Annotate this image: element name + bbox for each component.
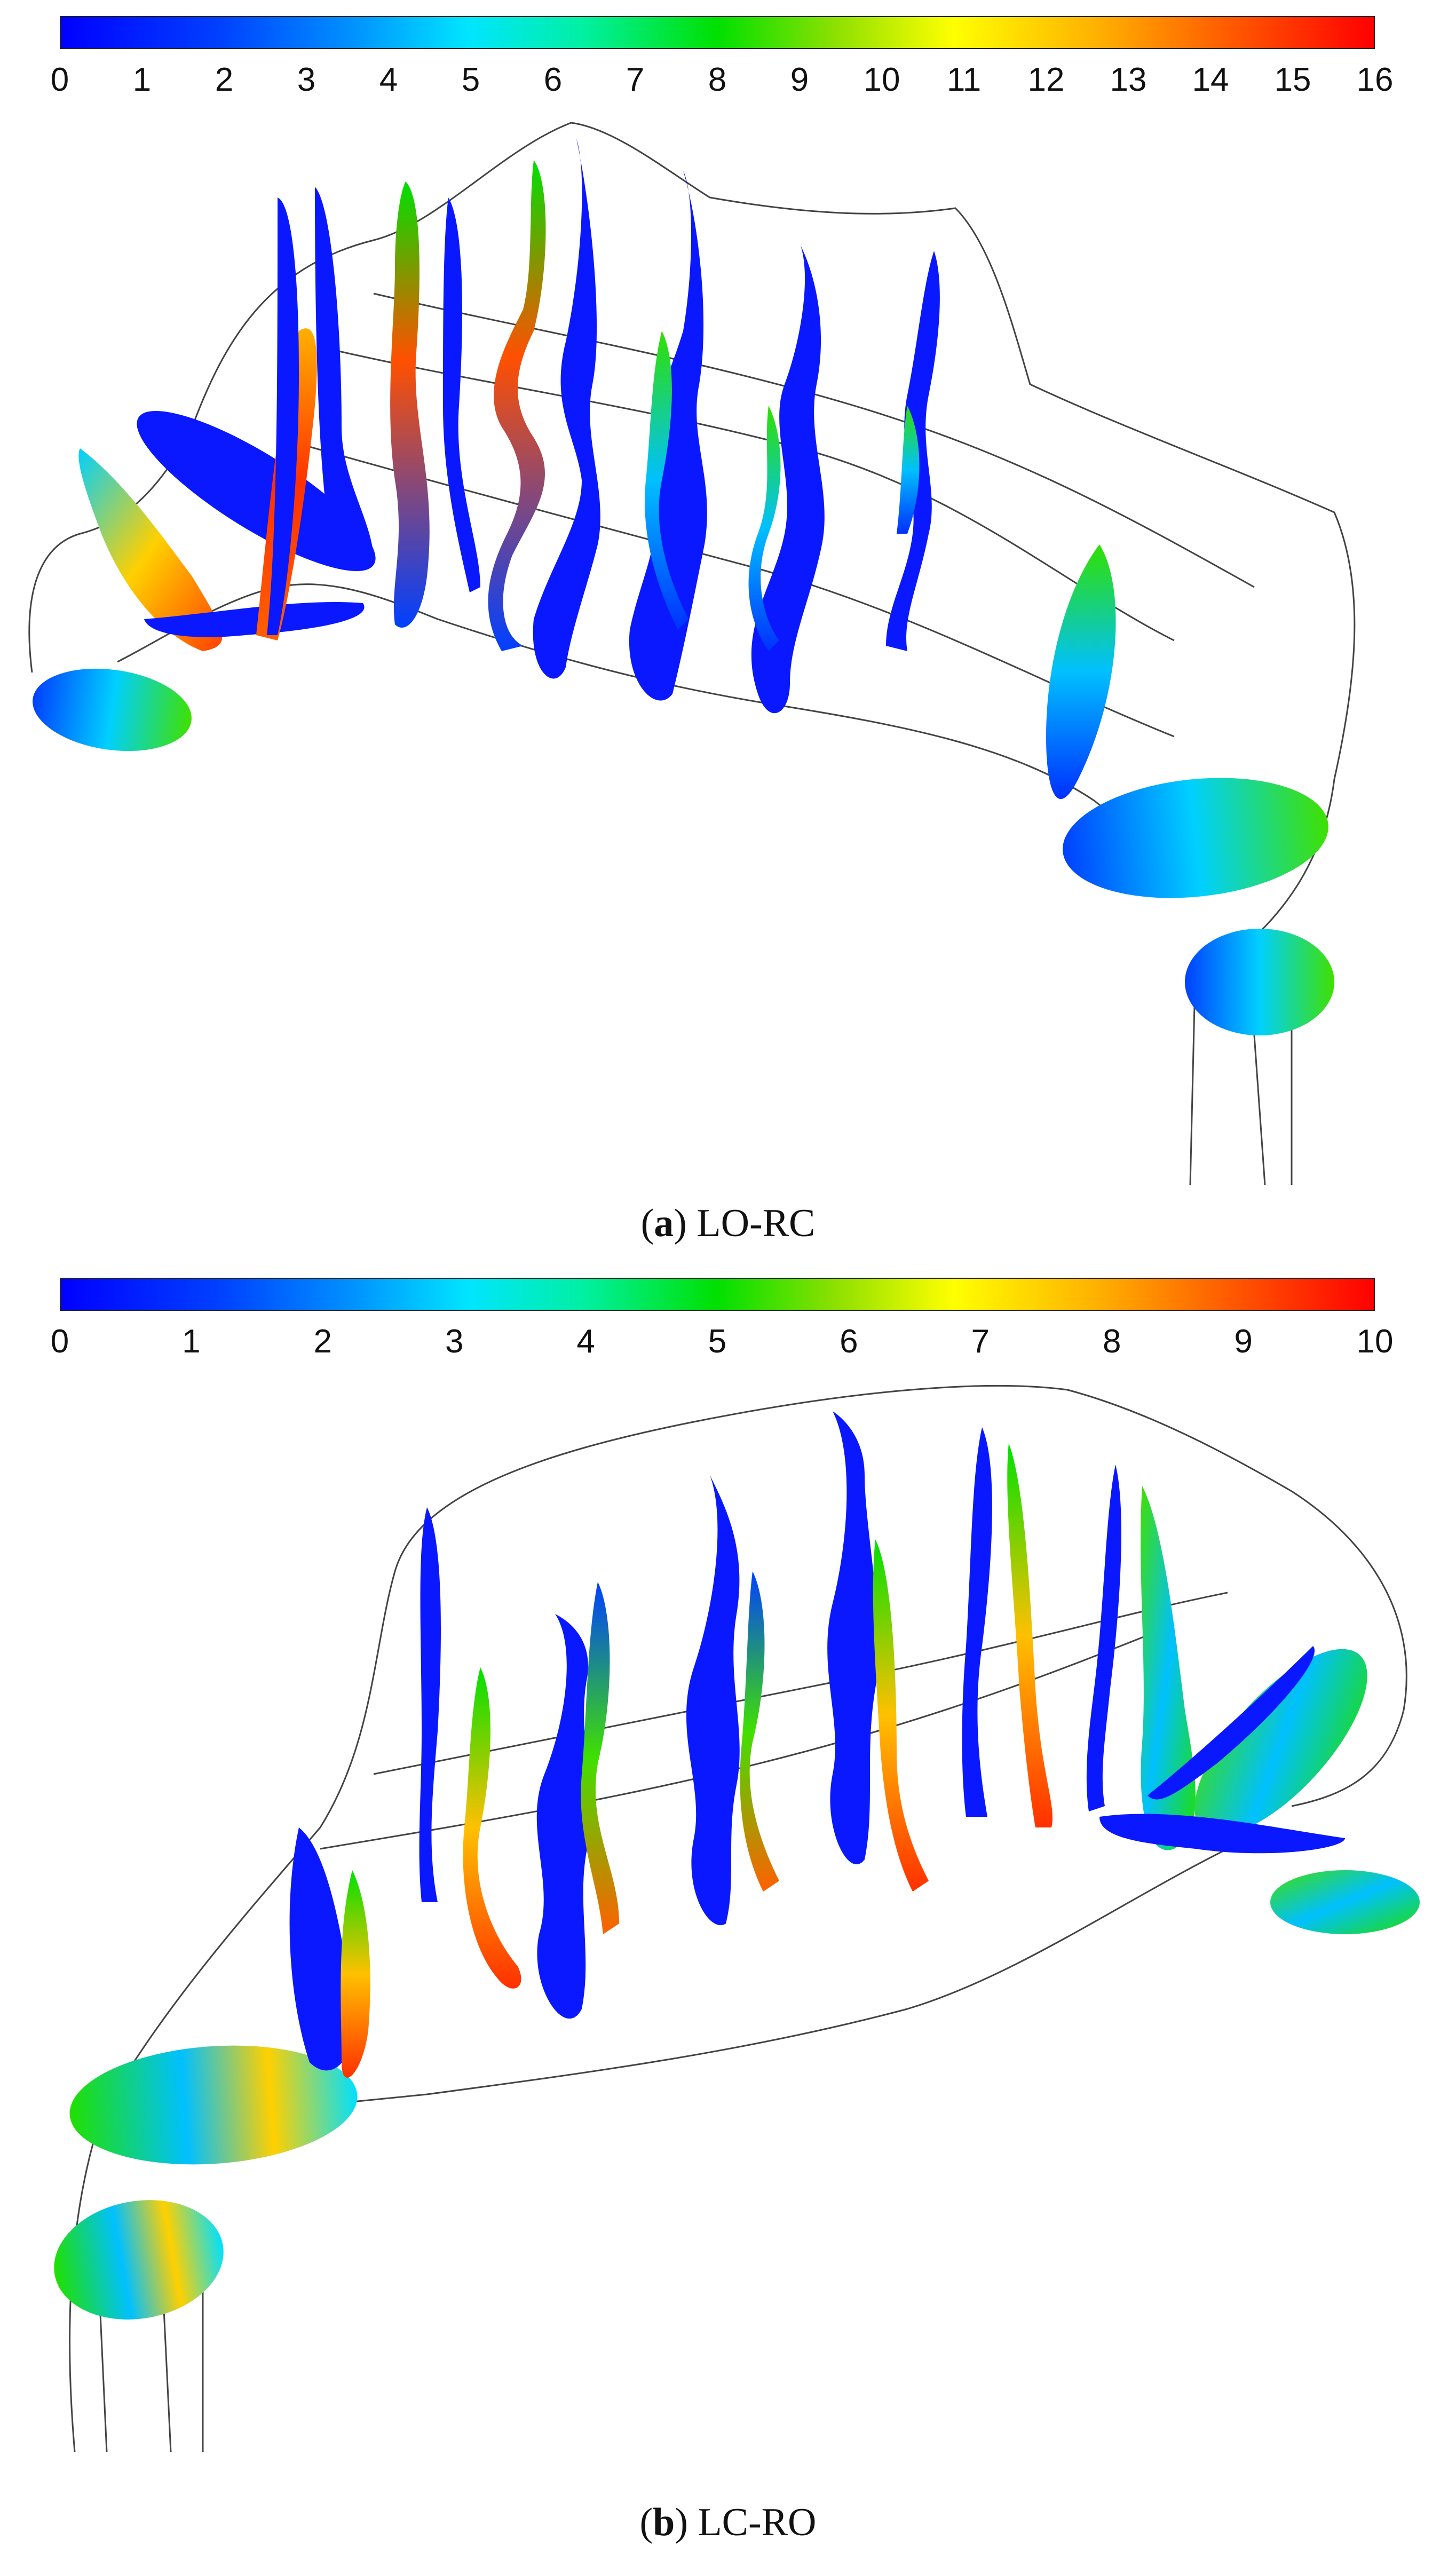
section-green-2-b bbox=[740, 1571, 779, 1892]
colorbar-tick-label: 9 bbox=[1234, 1323, 1253, 1360]
section-right-lower bbox=[1185, 929, 1334, 1035]
caption-a: (a) LO-RC bbox=[640, 1201, 816, 1245]
colorbar-tick-label: 11 bbox=[946, 61, 982, 98]
colorbar-tick-label: 14 bbox=[1192, 61, 1229, 98]
section-right-oblique-b bbox=[1194, 1649, 1367, 1835]
colorbar-tick-label: 13 bbox=[1110, 61, 1147, 98]
section-left-lower bbox=[33, 668, 192, 751]
section-blue-base bbox=[144, 602, 365, 637]
section-orange-3-b bbox=[1007, 1443, 1053, 1827]
section-left-lower-b bbox=[54, 2200, 224, 2320]
section-right-lower-b bbox=[1270, 1870, 1420, 1934]
section-left-vertical-b bbox=[289, 1827, 353, 2071]
section-green-2 bbox=[748, 406, 781, 651]
section-blue-base-b bbox=[1099, 1814, 1345, 1854]
section-blue-4 bbox=[533, 139, 600, 679]
section-right-vertical bbox=[1046, 544, 1116, 800]
colorbar-tick-label: 1 bbox=[132, 61, 152, 98]
colorbar-tick-label: 8 bbox=[708, 61, 727, 98]
section-right-mid bbox=[1063, 778, 1328, 898]
colorbar-tick-label: 7 bbox=[971, 1323, 990, 1360]
colorbar-tick-label: 12 bbox=[1027, 61, 1065, 98]
colorbar-tick-label: 15 bbox=[1274, 61, 1311, 98]
airway-outline-b bbox=[69, 1385, 1407, 2452]
section-orange-3 bbox=[488, 160, 546, 651]
section-blue-2 bbox=[315, 187, 374, 568]
colorbar-tick-label: 5 bbox=[708, 1323, 727, 1360]
colorbar-tick-label: 5 bbox=[461, 61, 480, 98]
panel-b: 0 1 2 3 4 5 6 7 8 9 10 bbox=[0, 1278, 1456, 2556]
caption-a-text: LO-RC bbox=[697, 1201, 816, 1245]
section-blue-oblique-b bbox=[1148, 1646, 1315, 1800]
colorbar-a bbox=[60, 16, 1375, 49]
caption-b: (b) LC-RO bbox=[639, 2500, 817, 2544]
colorbar-tick-label: 4 bbox=[576, 1323, 595, 1360]
colorbar-tick-label: 2 bbox=[313, 1323, 333, 1360]
caption-b-label: b bbox=[653, 2500, 675, 2544]
section-blue-3 bbox=[443, 197, 480, 592]
section-blue-5-b bbox=[962, 1427, 992, 1817]
section-green-1 bbox=[645, 331, 689, 630]
colorbar-tick-label: 3 bbox=[445, 1323, 464, 1360]
section-blue-1-b bbox=[419, 1507, 441, 1902]
section-blue-2-b bbox=[536, 1614, 590, 2019]
airway-cross-sections-b bbox=[54, 1385, 1420, 2452]
section-blue-6-b bbox=[1086, 1465, 1121, 1811]
colorbar-ticks-b: 0 1 2 3 4 5 6 7 8 9 10 bbox=[51, 1320, 1394, 1363]
colorbar-tick-label: 0 bbox=[50, 61, 69, 98]
section-blue-oblique bbox=[137, 410, 376, 572]
panel-a: 0 1 2 3 4 5 6 7 8 9 10 11 12 13 14 15 16 bbox=[28, 16, 1394, 1245]
caption-b-text: LC-RO bbox=[698, 2500, 817, 2544]
colorbar-tick-label: 0 bbox=[50, 1323, 69, 1360]
colorbar-tick-label: 3 bbox=[297, 61, 316, 98]
colorbar-tick-label: 8 bbox=[1102, 1323, 1121, 1360]
section-right-vertical-b bbox=[1141, 1486, 1196, 1850]
colorbar-tick-label: 4 bbox=[379, 61, 398, 98]
colorbar-tick-label: 16 bbox=[1356, 61, 1394, 98]
colorbar-tick-label: 2 bbox=[215, 61, 234, 98]
section-orange-1-b bbox=[463, 1667, 521, 1989]
colorbar-tick-label: 1 bbox=[182, 1323, 201, 1360]
section-left-upper bbox=[78, 448, 223, 651]
colorbar-ticks-a: 0 1 2 3 4 5 6 7 8 9 10 11 12 13 14 15 16 bbox=[51, 59, 1394, 101]
colorbar-tick-label: 9 bbox=[790, 61, 809, 98]
section-blue-6 bbox=[751, 246, 825, 714]
section-orange-2-b bbox=[873, 1539, 929, 1892]
colorbar-tick-label: 6 bbox=[543, 61, 563, 98]
section-left-orange-b bbox=[341, 1870, 370, 2078]
colorbar-gradient-b bbox=[60, 1278, 1375, 1311]
section-orange-2 bbox=[390, 181, 430, 628]
colorbar-tick-label: 10 bbox=[1356, 1323, 1394, 1360]
section-green-3 bbox=[897, 406, 920, 534]
section-green-1-b bbox=[581, 1582, 619, 1934]
colorbar-gradient-a bbox=[60, 16, 1375, 49]
section-left-mid-b bbox=[69, 2045, 358, 2165]
airway-cross-sections-a bbox=[28, 122, 1356, 1185]
section-blue-4-b bbox=[827, 1411, 879, 1865]
colorbar-tick-label: 10 bbox=[863, 61, 900, 98]
colorbar-tick-label: 7 bbox=[626, 61, 645, 98]
section-blue-1 bbox=[267, 197, 299, 635]
colorbar-b bbox=[60, 1278, 1375, 1311]
colorbar-tick-label: 6 bbox=[840, 1323, 858, 1360]
section-blue-3-b bbox=[686, 1475, 740, 1926]
caption-a-label: a bbox=[654, 1201, 674, 1245]
